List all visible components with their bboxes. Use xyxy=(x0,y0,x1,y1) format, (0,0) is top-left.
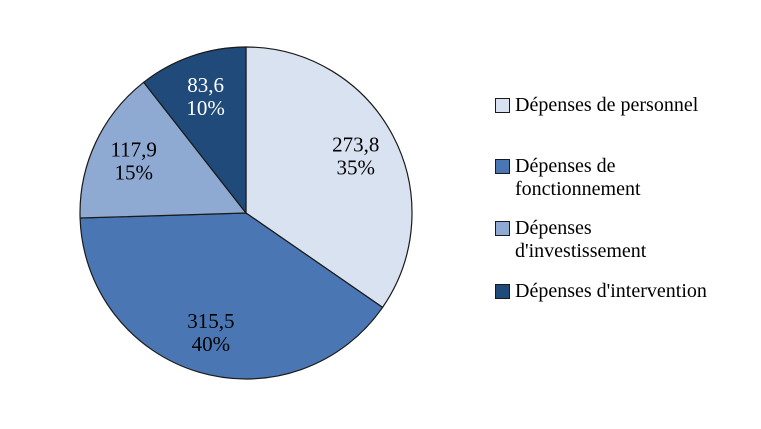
legend-swatch-intervention xyxy=(495,284,510,299)
legend-item-personnel: Dépenses de personnel xyxy=(488,94,761,117)
legend-label-intervention: Dépenses d'intervention xyxy=(515,280,707,302)
pie-slice-4 xyxy=(142,46,247,215)
pie-slice-2 xyxy=(79,212,384,380)
legend-swatch-investissement xyxy=(495,221,510,236)
legend-label-fonctionnement: Dépenses de fonctionnement xyxy=(515,155,641,200)
legend: Dépenses de personnel Dépenses de foncti… xyxy=(488,0,761,429)
pie-slice-label-4: 83,6 10% xyxy=(186,73,225,120)
legend-item-intervention: Dépenses d'intervention xyxy=(488,280,761,303)
pie-slice-label-2: 315,5 40% xyxy=(187,309,234,356)
legend-swatch-fonctionnement xyxy=(495,159,510,174)
legend-item-investissement: Dépenses d'investissement xyxy=(488,217,761,263)
legend-item-fonctionnement: Dépenses de fonctionnement xyxy=(488,155,761,201)
legend-label-investissement: Dépenses d'investissement xyxy=(515,217,647,262)
pie-slice-label-1: 273,8 35% xyxy=(332,132,379,179)
legend-swatch-personnel xyxy=(495,98,510,113)
legend-label-personnel: Dépenses de personnel xyxy=(515,94,699,116)
pie-slice-1 xyxy=(245,46,413,309)
pie-slice-label-3: 117,9 15% xyxy=(110,137,156,184)
pie-slice-3 xyxy=(79,81,248,219)
